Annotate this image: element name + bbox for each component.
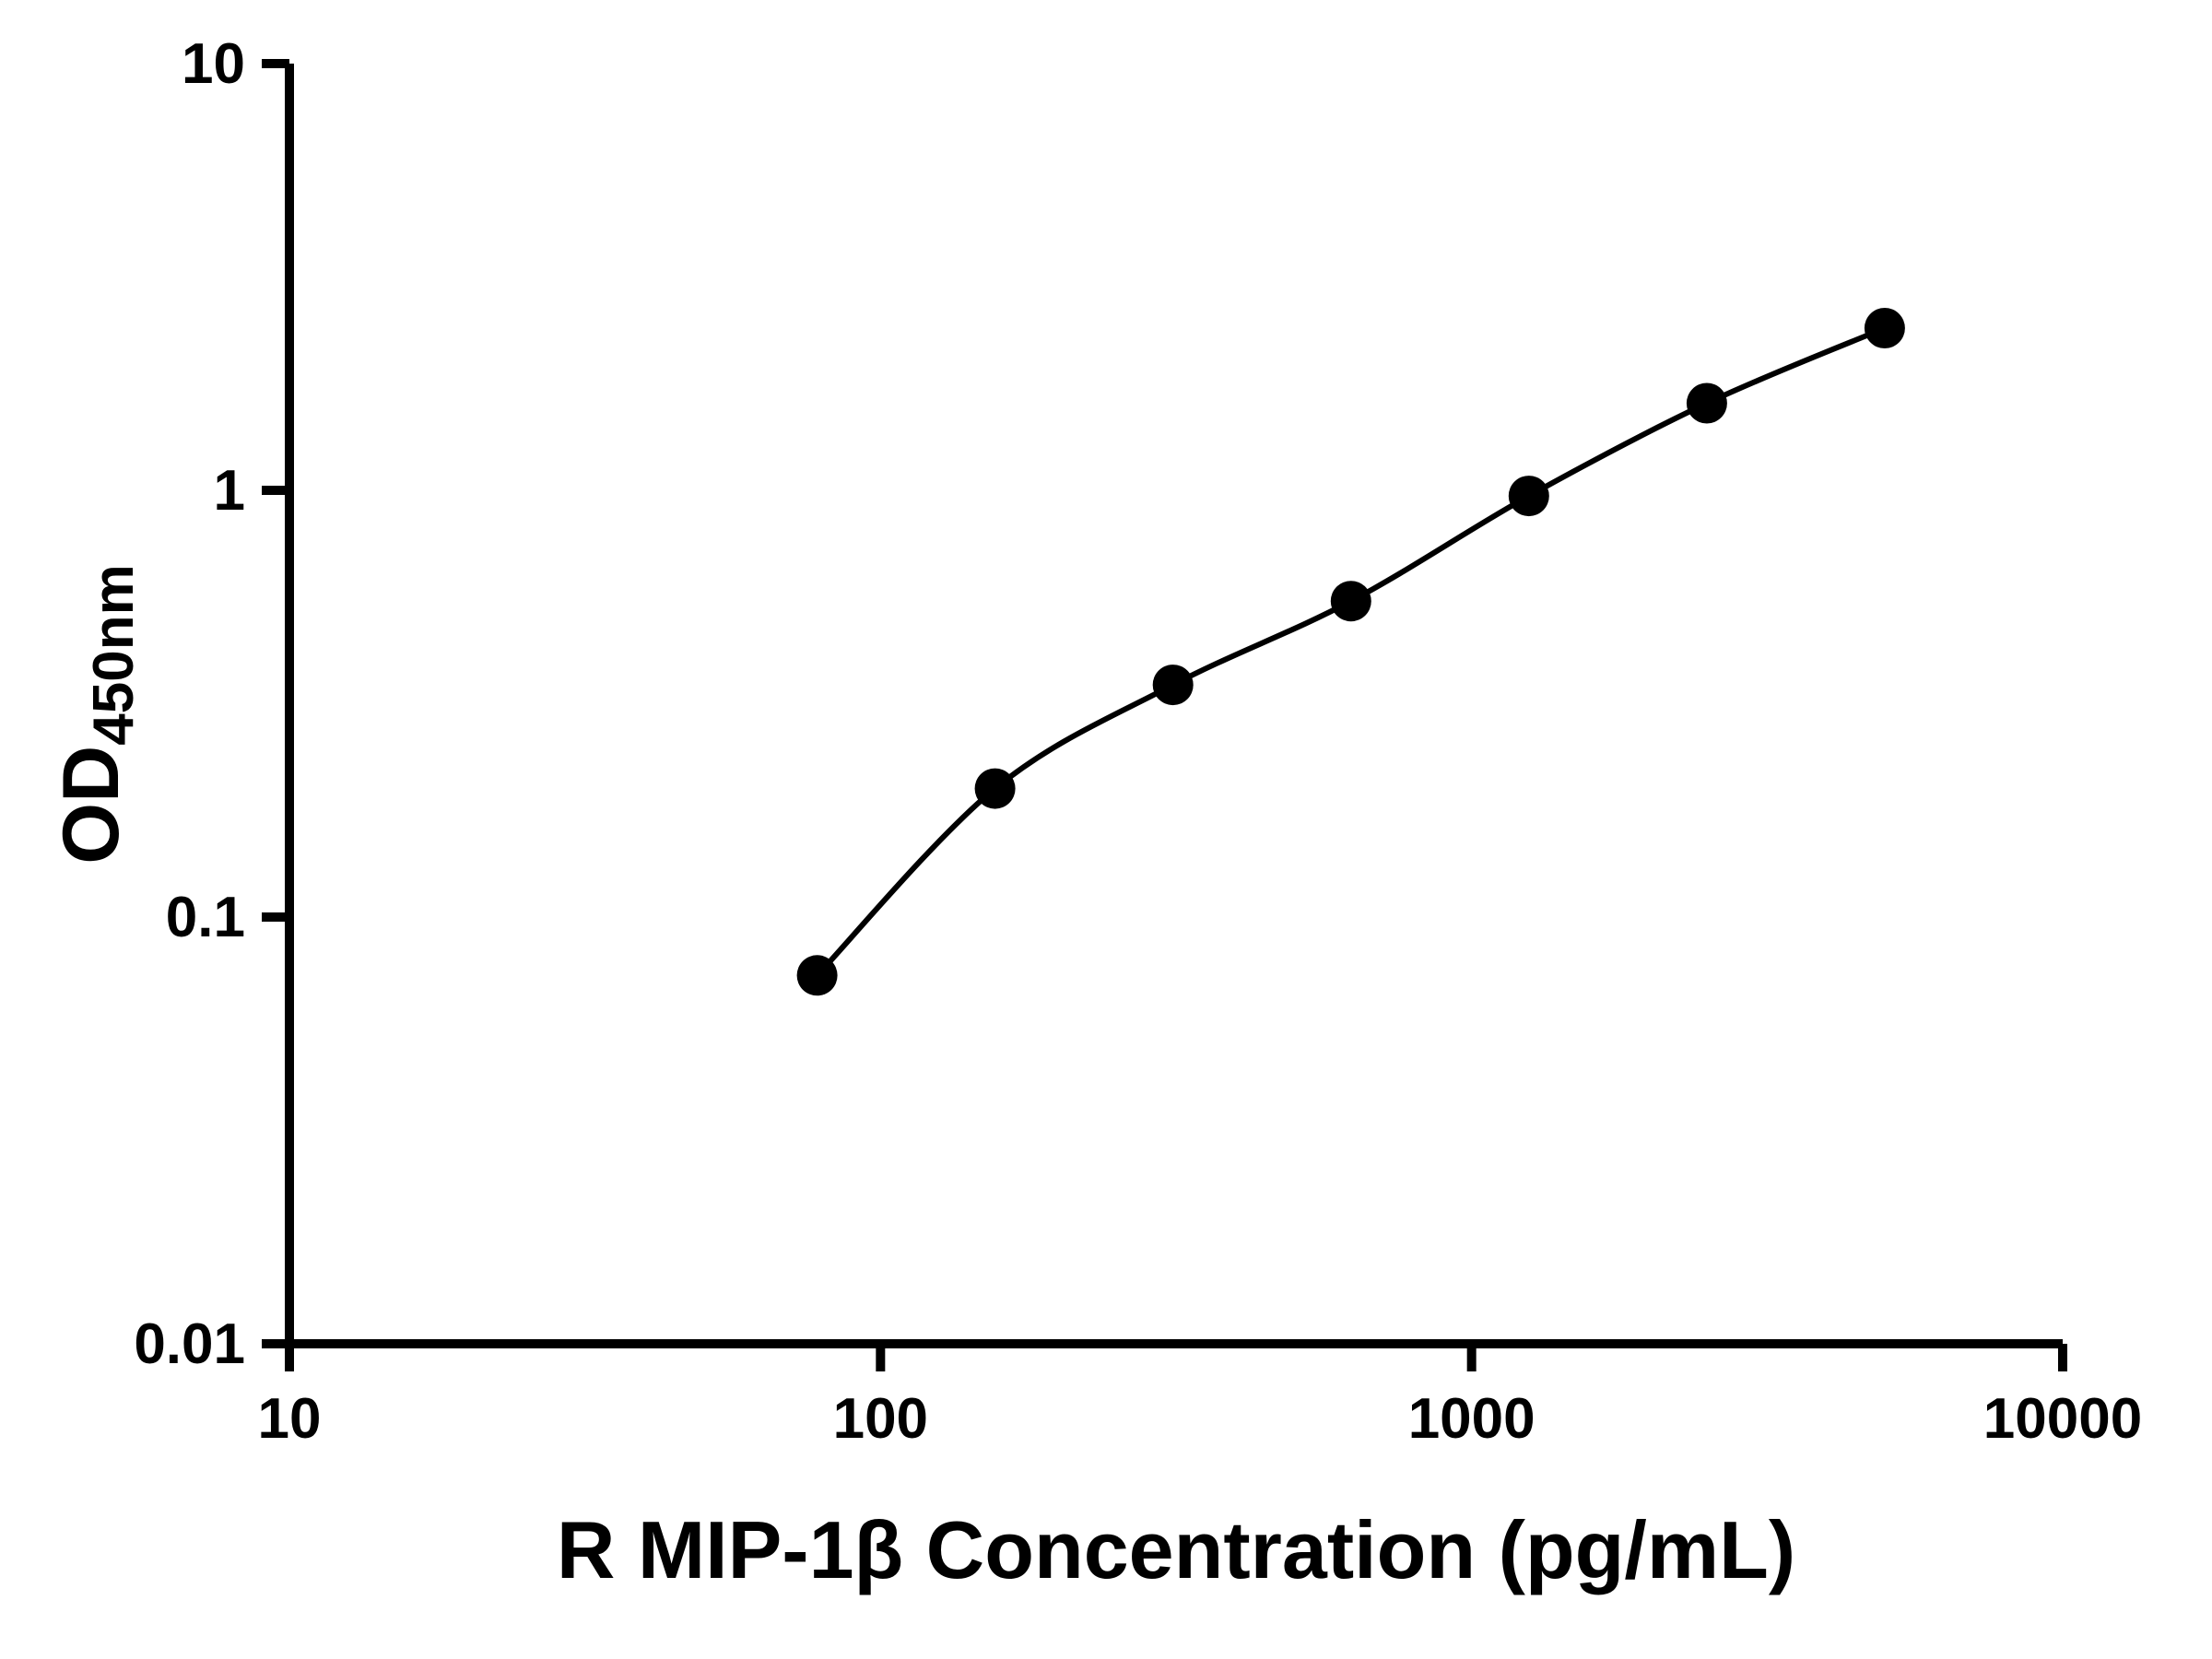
y-tick-label: 0.1 [166,886,245,949]
y-axis-title: OD450nm [47,564,146,864]
data-point [1686,382,1727,424]
x-axis-title: R MIP-1β Concentration (pg/mL) [557,1504,1795,1595]
x-tick-label: 1000 [1408,1387,1535,1451]
y-tick-label: 1 [214,459,245,523]
data-point [1508,476,1549,517]
data-point [1330,581,1371,622]
x-tick-label: 100 [833,1387,928,1451]
fit-curve [815,325,1887,978]
plot-area: 10 100 1000 10000 0.01 0.1 1 10 [134,32,2142,1451]
y-tick-label: 0.01 [134,1312,245,1376]
data-point [1152,665,1194,706]
y-axis-title-subscript: 450nm [82,564,146,745]
data-point [974,768,1016,809]
x-tick-label: 10 [258,1387,322,1451]
x-tick-label: 10000 [1983,1387,2142,1451]
y-axis-title-main: OD [47,746,135,865]
data-point [796,955,838,996]
data-point [1864,308,1905,348]
y-tick-label: 10 [182,32,245,96]
